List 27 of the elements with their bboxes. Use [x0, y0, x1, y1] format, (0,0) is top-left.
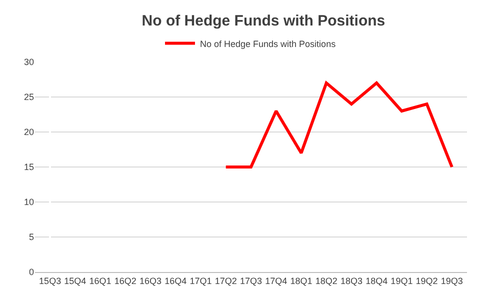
x-tick-label: 18Q2: [315, 276, 338, 286]
x-tick-label: 17Q4: [265, 276, 288, 286]
x-tick-label: 16Q1: [89, 276, 112, 286]
y-tick-label: 20: [24, 127, 34, 138]
y-tick-label: 30: [24, 57, 34, 68]
y-tick-label: 25: [24, 92, 34, 102]
x-tick-label: 19Q2: [416, 276, 438, 286]
x-tick-label: 16Q4: [164, 276, 187, 286]
x-tick-label: 18Q3: [340, 276, 362, 286]
line-series: [224, 82, 454, 168]
y-tick-label: 0: [28, 267, 34, 278]
x-tick-label: 16Q3: [140, 276, 162, 286]
legend-label: No of Hedge Funds with Positions: [200, 38, 336, 49]
y-tick-label: 5: [28, 232, 34, 242]
x-tick-label: 19Q3: [440, 276, 463, 286]
y-tick-label: 10: [24, 197, 34, 208]
y-tick-label: 15: [24, 162, 34, 172]
x-tick-label: 19Q1: [390, 276, 413, 286]
x-tick-label: 17Q2: [214, 276, 237, 286]
chart-title: No of Hedge Funds with Positions: [142, 12, 386, 30]
x-tick-label: 17Q1: [190, 276, 212, 286]
x-tick-label: 15Q3: [39, 276, 62, 286]
x-tick-label: 18Q4: [366, 276, 388, 286]
x-tick-label: 16Q2: [114, 276, 136, 286]
x-tick-label: 17Q3: [240, 276, 262, 286]
x-tick-label: 18Q1: [290, 276, 312, 286]
x-tick-label: 15Q4: [64, 276, 86, 286]
